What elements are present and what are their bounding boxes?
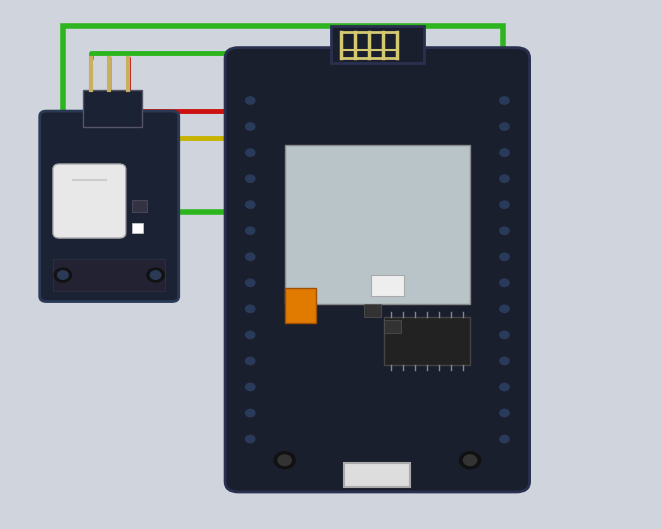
Circle shape <box>244 174 257 184</box>
Bar <box>384 320 401 333</box>
Bar <box>132 223 143 233</box>
Circle shape <box>498 278 511 288</box>
Circle shape <box>500 227 509 234</box>
Bar <box>285 145 470 304</box>
FancyBboxPatch shape <box>225 48 530 492</box>
Circle shape <box>246 305 255 313</box>
Circle shape <box>244 199 257 210</box>
Circle shape <box>500 253 509 260</box>
Bar <box>364 304 381 317</box>
Circle shape <box>500 384 509 391</box>
Circle shape <box>463 455 477 466</box>
Circle shape <box>246 149 255 156</box>
Circle shape <box>500 97 509 104</box>
Circle shape <box>498 174 511 184</box>
Circle shape <box>498 355 511 366</box>
Bar <box>83 90 142 127</box>
Bar <box>384 317 470 365</box>
Bar <box>371 275 404 296</box>
Circle shape <box>244 121 257 132</box>
Circle shape <box>459 452 481 469</box>
Circle shape <box>498 225 511 236</box>
Circle shape <box>500 331 509 339</box>
Circle shape <box>246 435 255 443</box>
Circle shape <box>246 201 255 208</box>
Bar <box>53 259 166 291</box>
Circle shape <box>246 331 255 339</box>
Circle shape <box>498 121 511 132</box>
Circle shape <box>498 251 511 262</box>
Circle shape <box>498 147 511 158</box>
Circle shape <box>244 355 257 366</box>
FancyBboxPatch shape <box>40 111 179 302</box>
Circle shape <box>500 201 509 208</box>
Circle shape <box>500 409 509 417</box>
Circle shape <box>246 357 255 364</box>
Circle shape <box>244 225 257 236</box>
Circle shape <box>500 435 509 443</box>
FancyBboxPatch shape <box>53 164 126 238</box>
Circle shape <box>246 227 255 234</box>
Circle shape <box>244 330 257 340</box>
Circle shape <box>500 149 509 156</box>
Circle shape <box>500 279 509 287</box>
Circle shape <box>246 279 255 287</box>
Circle shape <box>246 253 255 260</box>
Circle shape <box>500 357 509 364</box>
Circle shape <box>244 95 257 106</box>
Circle shape <box>244 251 257 262</box>
Bar <box>132 200 147 212</box>
Circle shape <box>498 330 511 340</box>
Circle shape <box>244 408 257 418</box>
Circle shape <box>244 147 257 158</box>
Circle shape <box>58 271 68 279</box>
Circle shape <box>244 382 257 393</box>
Circle shape <box>500 175 509 183</box>
Circle shape <box>147 268 164 282</box>
Bar <box>331 26 424 63</box>
Circle shape <box>244 278 257 288</box>
Circle shape <box>150 271 161 279</box>
Circle shape <box>246 123 255 130</box>
Circle shape <box>500 123 509 130</box>
Circle shape <box>498 95 511 106</box>
Circle shape <box>278 455 291 466</box>
Circle shape <box>246 409 255 417</box>
Circle shape <box>500 305 509 313</box>
Circle shape <box>246 175 255 183</box>
Circle shape <box>246 97 255 104</box>
Bar <box>285 288 316 323</box>
Circle shape <box>498 382 511 393</box>
Bar <box>344 463 410 487</box>
Circle shape <box>498 199 511 210</box>
Circle shape <box>246 384 255 391</box>
Circle shape <box>498 434 511 444</box>
Circle shape <box>498 304 511 314</box>
Circle shape <box>274 452 295 469</box>
Circle shape <box>498 408 511 418</box>
Circle shape <box>244 434 257 444</box>
Circle shape <box>244 304 257 314</box>
Circle shape <box>54 268 71 282</box>
